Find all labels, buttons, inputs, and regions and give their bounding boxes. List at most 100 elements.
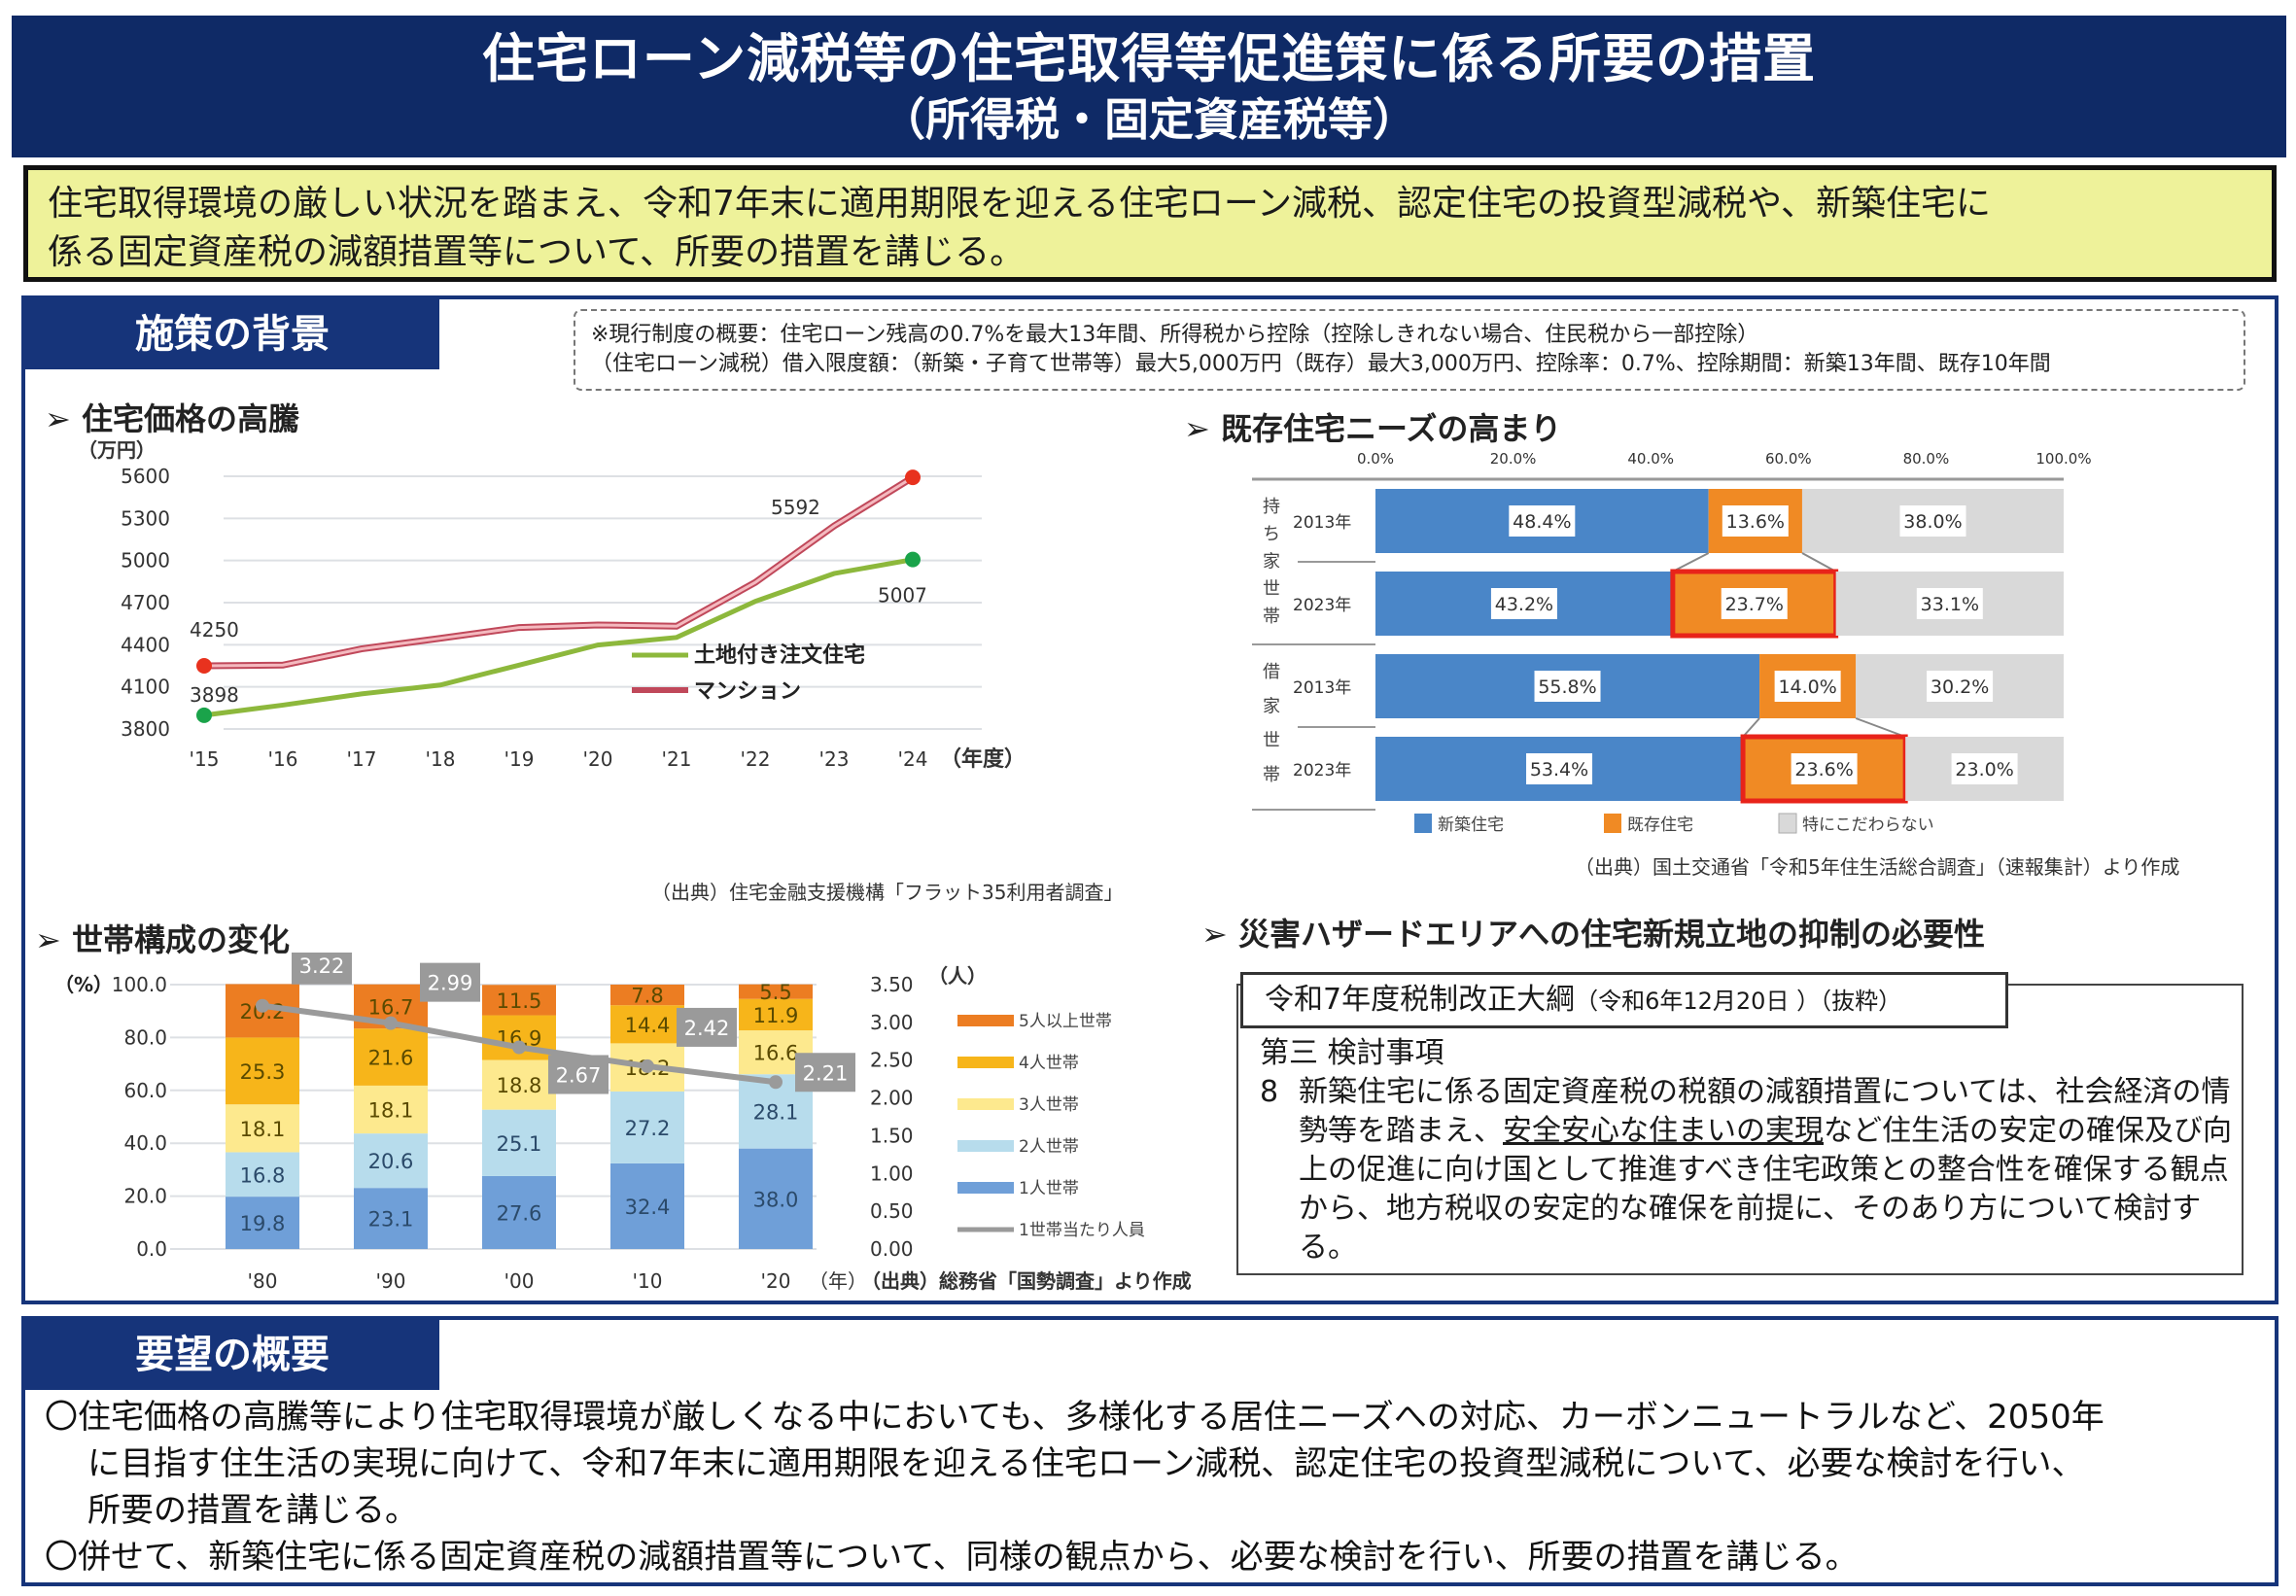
x-tick-label: '22 <box>741 747 771 771</box>
stack-segment <box>226 1152 299 1197</box>
value-label: 30.2% <box>1931 677 1989 698</box>
stack-segment <box>354 1188 428 1249</box>
value-label-bg <box>1534 671 1601 702</box>
value-label-bg <box>1721 588 1788 619</box>
y-tick-label: 80.0 <box>123 1025 167 1049</box>
series-endpoint <box>196 707 212 723</box>
chart-source: （出典）総務省「国勢調査」より作成 <box>861 1269 1192 1293</box>
value-label-bg <box>1899 505 1966 537</box>
avg-members-label: 2.42 <box>684 1017 730 1040</box>
tax-reform-body: 第三 検討事項 8 新築住宅に係る固定資産税の税額の減額措置については、社会経済… <box>1260 1034 2232 1267</box>
tax-reform-title: 令和7年度税制改正大綱（令和6年12月20日 ）（抜粋） <box>1240 972 2008 1028</box>
legend-swatch <box>957 1098 1014 1110</box>
x-tick-label: 0.0% <box>1357 450 1394 468</box>
background-section <box>21 295 2279 1304</box>
housing-price-line-chart: （万円） 3800 4100 4400 4700 5000 5300 5600 '15 '16 '1… <box>78 438 1026 772</box>
segment-label: 16.6 <box>753 1042 799 1065</box>
avg-members-point <box>512 1040 526 1055</box>
segment-label: 19.8 <box>240 1212 286 1235</box>
legend-label: 5人以上世帯 <box>1019 1012 1112 1031</box>
y2-tick-label: 3.00 <box>870 1011 914 1034</box>
y-tick-label: 4100 <box>121 676 170 699</box>
legend-swatch <box>1604 814 1621 833</box>
avg-members-label-box <box>292 953 352 985</box>
value-label: 48.4% <box>1513 511 1571 533</box>
request-bullet-2: 〇併せて、新築住宅に係る固定資産税の減額措置等について、同様の観点から、必要な検… <box>45 1538 1859 1577</box>
page-title-banner: 住宅ローン減税等の住宅取得等促進策に係る所要の措置 （所得税・固定資産税等） <box>12 16 2286 157</box>
legend-label: 土地付き注文住宅 <box>694 642 865 668</box>
group-label-char: 持 <box>1263 497 1280 517</box>
data-label: 5007 <box>878 584 927 607</box>
x-tick-label: 80.0% <box>1903 450 1950 468</box>
item-text-underlined: 安全安心な住まいの実現 <box>1503 1114 1824 1148</box>
value-label-bg <box>1526 753 1593 784</box>
legend-label: 既存住宅 <box>1627 815 1693 835</box>
avg-members-point <box>384 1016 398 1030</box>
segment-label: 32.4 <box>625 1196 671 1219</box>
household-composition-chart: （%） 0.0 20.0 40.0 60.0 80.0 100.0 0.00 0.50 1.00 1… <box>54 953 1192 1293</box>
segment-label: 25.1 <box>497 1132 542 1156</box>
series-endpoint <box>196 658 212 674</box>
request-bullet-1-line-2: に目指す住生活の実現に向けて、令和7年末に適用期限を迎える住宅ローン減税、認定住… <box>87 1444 2085 1483</box>
x-tick-label: 100.0% <box>2035 450 2091 468</box>
avg-members-label-box <box>677 1007 737 1047</box>
price-heading: ➢ 住宅価格の高騰 <box>45 400 299 437</box>
segment-label: 5.5 <box>759 981 791 1004</box>
stack-segment <box>482 985 556 1016</box>
y-tick-label: 20.0 <box>123 1185 167 1208</box>
legend-swatch <box>957 1015 1014 1026</box>
summary-line-1: 住宅取得環境の厳しい状況を踏まえ、令和7年末に適用期限を迎える住宅ローン減税、認… <box>48 184 1991 224</box>
group-label-char: 家 <box>1263 551 1280 572</box>
value-label: 23.7% <box>1725 594 1784 615</box>
value-label-bg <box>1791 753 1858 784</box>
row-label: 2023年 <box>1293 596 1351 615</box>
y2-tick-label: 0.00 <box>870 1237 914 1261</box>
hazard-heading: ➢ 災害ハザードエリアへの住宅新規立地の抑制の必要性 <box>1201 916 1985 953</box>
y-tick-label: 100.0 <box>112 973 167 996</box>
avg-members-label: 2.21 <box>803 1061 849 1085</box>
value-label-bg <box>1927 671 1994 702</box>
segment-label: 28.1 <box>753 1100 799 1124</box>
avg-members-label: 2.67 <box>556 1064 602 1088</box>
stack-segment <box>354 1028 428 1086</box>
segment-label: 25.3 <box>240 1060 286 1084</box>
group-label-char: 世 <box>1263 731 1280 751</box>
value-label: 33.1% <box>1921 594 1979 615</box>
legend-swatch <box>1778 813 1797 834</box>
y2-tick-label: 2.00 <box>870 1087 914 1110</box>
existing-housing-need-chart: 0.0% 20.0% 40.0% 60.0% 80.0% 100.0%持ち家世帯2013年… <box>1252 450 2092 835</box>
y-tick-label: 3800 <box>121 717 170 741</box>
existing-source: （出典）国土交通省「令和5年住生活総合調査」（速報集計）より作成 <box>1575 855 2180 879</box>
avg-members-label: 2.99 <box>428 972 473 995</box>
value-label-bg <box>1916 588 1983 619</box>
segment-label: 7.8 <box>631 985 663 1008</box>
stack-segment <box>482 1175 556 1249</box>
value-label-bg <box>1951 753 2018 784</box>
x-axis-unit: （年度） <box>940 746 1026 772</box>
avg-members-label-box <box>795 1053 855 1093</box>
price-source: （出典）住宅金融支援機構「フラット35利用者調査」 <box>651 881 1124 904</box>
connector-line <box>1742 717 1760 738</box>
request-tab: 要望の概要 <box>25 1320 439 1390</box>
segment-label: 18.1 <box>240 1118 286 1141</box>
legend-label: 1世帯当たり人員 <box>1019 1221 1145 1240</box>
legend-label: 1人世帯 <box>1019 1179 1079 1198</box>
legend-swatch <box>957 1140 1014 1152</box>
value-label: 55.8% <box>1538 677 1596 698</box>
y-tick-label: 5000 <box>121 549 170 572</box>
row-label: 2013年 <box>1293 513 1351 533</box>
series-line-inner-1 <box>203 475 914 668</box>
stack-segment <box>610 1091 684 1163</box>
x-tick-label: '16 <box>268 747 298 771</box>
group-label-char: 帯 <box>1263 765 1280 785</box>
background-tab: 施策の背景 <box>25 299 439 369</box>
summary-line-2: 係る固定資産税の減額措置等について、所要の措置を講じる。 <box>48 232 1026 272</box>
value-label: 14.0% <box>1778 677 1836 698</box>
current-system-note: ※現行制度の概要：住宅ローン残高の0.7%を最大13年間、所得税から控除（控除し… <box>574 309 2245 391</box>
y2-axis-unit: （人） <box>928 964 987 988</box>
y-axis-unit: （%） <box>54 973 113 996</box>
stack-segment <box>739 1148 813 1249</box>
x-tick-label: '20 <box>761 1269 791 1293</box>
value-label: 53.4% <box>1530 759 1588 781</box>
value-label: 13.6% <box>1726 511 1785 533</box>
